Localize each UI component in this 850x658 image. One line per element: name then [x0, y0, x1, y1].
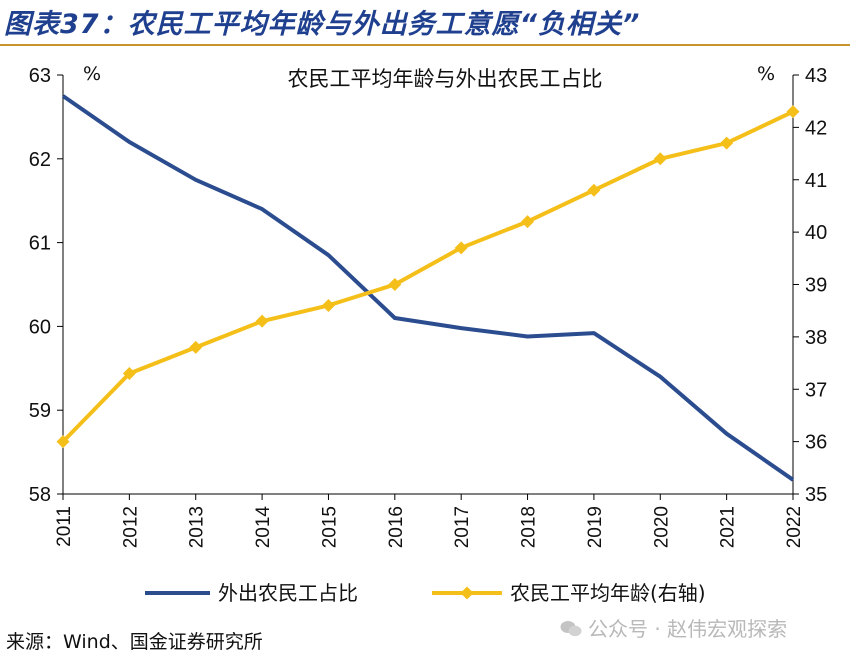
series-layer: [56, 94, 800, 482]
x-tick-label: 2012: [120, 506, 141, 548]
right-tick-label: 39: [805, 275, 827, 297]
data-point: [720, 136, 734, 150]
data-point: [653, 152, 667, 166]
data-point: [454, 241, 468, 255]
right-tick-label: 42: [805, 117, 827, 139]
x-tick-label: 2019: [585, 506, 606, 548]
data-point: [321, 298, 335, 312]
figure-title: 图表37：农民工平均年龄与外出务工意愿“负相关”: [4, 9, 641, 40]
wechat-icon: [560, 621, 582, 637]
right-axis-unit: %: [757, 63, 775, 85]
right-tick-label: 35: [805, 484, 827, 506]
title-divider: [0, 44, 850, 46]
legend: 外出农民工占比 农民工平均年龄(右轴): [145, 581, 706, 605]
right-tick-label: 37: [805, 379, 827, 401]
x-tick-label: 2015: [319, 506, 340, 548]
watermark-text: 公众号 · 赵伟宏观探索: [588, 617, 788, 641]
x-tick-label: 2017: [452, 506, 473, 548]
legend-marker: [460, 586, 474, 600]
left-axis-unit: %: [83, 63, 101, 85]
x-tick-label: 2013: [187, 506, 208, 548]
data-point: [521, 215, 535, 229]
left-tick-label: 62: [29, 149, 51, 171]
right-tick-label: 41: [805, 170, 827, 192]
series-line: [61, 94, 795, 482]
left-tick-label: 61: [29, 233, 51, 255]
right-tick-label: 40: [805, 222, 827, 244]
data-point: [189, 340, 203, 354]
axes: 58 59 60 61 62 63 35 36 37 38 39 40 41 42 43 2011 2012 20…: [29, 65, 828, 548]
data-point: [388, 278, 402, 291]
left-tick-label: 63: [29, 65, 51, 87]
x-tick-label: 2011: [54, 506, 75, 547]
left-tick-label: 59: [29, 400, 51, 422]
legend-label: 外出农民工占比: [218, 581, 358, 605]
x-tick-label: 2014: [253, 506, 274, 549]
series-line: [61, 109, 794, 443]
source-note: 来源：Wind、国金证券研究所: [6, 631, 263, 653]
left-tick-label: 58: [29, 484, 51, 506]
data-point: [786, 105, 800, 119]
data-point: [587, 183, 601, 197]
data-point: [122, 367, 136, 381]
x-tick-label: 2021: [718, 506, 739, 548]
left-tick-label: 60: [29, 316, 51, 338]
x-tick-label: 2020: [651, 506, 672, 548]
legend-label: 农民工平均年龄(右轴): [510, 581, 706, 605]
data-point: [255, 314, 269, 328]
chart-title: 农民工平均年龄与外出农民工占比: [288, 67, 603, 91]
x-tick-label: 2016: [386, 506, 407, 548]
right-tick-label: 36: [805, 432, 827, 454]
right-tick-label: 43: [805, 65, 827, 87]
watermark: 公众号 · 赵伟宏观探索: [560, 613, 787, 642]
x-tick-label: 2018: [519, 506, 540, 548]
line-chart: 农民工平均年龄与外出农民工占比 % % 58 59 60 61 62 63 35 36 37 38…: [29, 63, 828, 605]
x-tick-label: 2022: [784, 506, 805, 548]
right-tick-label: 38: [805, 327, 827, 349]
data-point: [56, 435, 70, 449]
